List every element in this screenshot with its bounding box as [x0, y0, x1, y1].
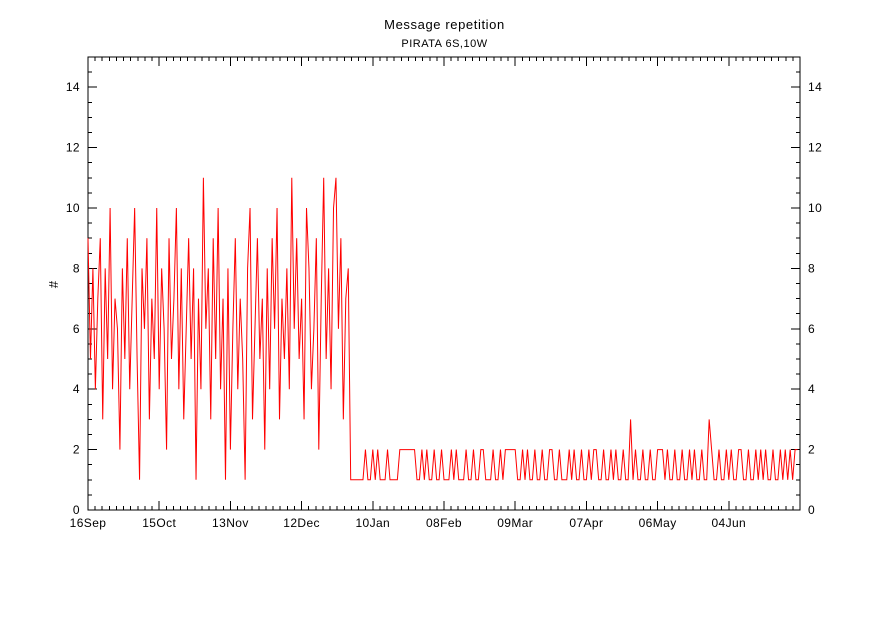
- x-tick-label: 08Feb: [426, 516, 462, 530]
- y-axis-label: #: [46, 280, 62, 289]
- y-tick-label-left: 12: [66, 141, 80, 155]
- data-series-line: [87, 177, 798, 481]
- chart-title: Message repetition: [384, 17, 505, 32]
- x-tick-label: 09Mar: [497, 516, 533, 530]
- x-tick-label: 12Dec: [283, 516, 320, 530]
- y-tick-label-right: 6: [808, 322, 815, 336]
- x-tick-label: 04Jun: [711, 516, 746, 530]
- y-tick-label-right: 0: [808, 503, 815, 517]
- chart-subtitle: PIRATA 6S,10W: [401, 38, 488, 50]
- y-tick-label-right: 4: [808, 382, 815, 396]
- x-tick-label: 06May: [639, 516, 677, 530]
- y-tick-label-right: 2: [808, 443, 815, 457]
- x-tick-label: 13Nov: [212, 516, 249, 530]
- y-tick-label-left: 8: [73, 261, 80, 275]
- x-tick-label: 15Oct: [142, 516, 176, 530]
- y-tick-label-left: 2: [73, 443, 80, 457]
- y-tick-label-left: 0: [73, 503, 80, 517]
- y-tick-label-right: 14: [808, 80, 822, 94]
- y-tick-label-right: 8: [808, 261, 815, 275]
- x-tick-label: 07Apr: [569, 516, 603, 530]
- y-tick-label-left: 6: [73, 322, 80, 336]
- plot-border: [87, 56, 801, 511]
- y-tick-label-right: 12: [808, 141, 822, 155]
- y-tick-label-left: 14: [66, 80, 80, 94]
- x-tick-label: 16Sep: [70, 516, 107, 530]
- y-tick-label-right: 10: [808, 201, 822, 215]
- x-tick-label: 10Jan: [355, 516, 390, 530]
- y-tick-label-left: 10: [66, 201, 80, 215]
- y-tick-label-left: 4: [73, 382, 80, 396]
